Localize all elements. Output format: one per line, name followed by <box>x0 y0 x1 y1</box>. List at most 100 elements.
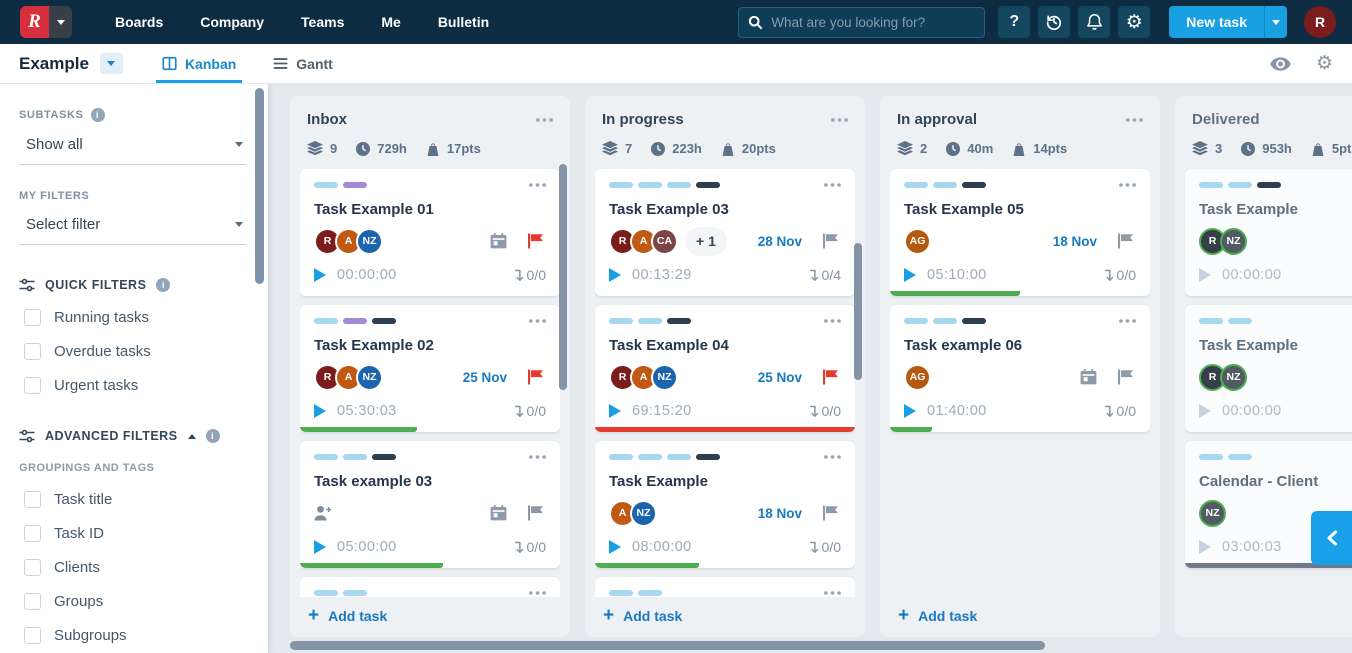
add-task-button[interactable]: + Add task <box>595 597 855 631</box>
priority-flag-icon[interactable] <box>822 369 839 385</box>
avatar[interactable]: NZ <box>356 363 383 391</box>
quick-filter-running-tasks[interactable]: Running tasks <box>19 309 246 326</box>
search-box[interactable] <box>738 6 986 38</box>
collapse-panel-button[interactable] <box>1311 511 1352 565</box>
column-menu-icon[interactable] <box>1126 117 1143 122</box>
advanced-filters-header[interactable]: ADVANCED FILTERS i <box>19 429 246 443</box>
column-scrollbar[interactable] <box>559 164 567 390</box>
menu-boards[interactable]: Boards <box>115 14 164 30</box>
tab-gantt[interactable]: Gantt <box>273 44 333 83</box>
grouping-task-title[interactable]: Task title <box>19 491 246 508</box>
horizontal-scrollbar[interactable] <box>290 641 1045 650</box>
task-card[interactable]: Subtask 01 <box>595 577 855 597</box>
new-task-button[interactable]: New task <box>1169 6 1264 38</box>
priority-flag-icon[interactable] <box>822 505 839 521</box>
help-button[interactable]: ? <box>998 6 1031 38</box>
task-card[interactable]: Task Example R NZ 00:00:00 <box>1185 305 1352 432</box>
user-avatar[interactable]: R <box>1304 6 1336 38</box>
play-timer-button[interactable] <box>1199 540 1211 554</box>
menu-company[interactable]: Company <box>200 14 265 30</box>
play-timer-button[interactable] <box>904 404 916 418</box>
calendar-icon[interactable] <box>490 505 507 521</box>
task-card[interactable]: Task example 06 AG 01:40:00 0/0 <box>890 305 1150 432</box>
play-timer-button[interactable] <box>314 404 326 418</box>
avatar[interactable]: AG <box>904 363 931 391</box>
column-scrollbar[interactable] <box>854 243 862 380</box>
checkbox[interactable] <box>24 491 41 508</box>
assign-person-icon[interactable] <box>314 505 333 521</box>
avatar[interactable]: R <box>609 363 636 391</box>
priority-flag-icon[interactable] <box>527 505 544 521</box>
priority-flag-icon[interactable] <box>1117 369 1134 385</box>
avatar[interactable]: NZ <box>1220 227 1247 255</box>
grouping-clients[interactable]: Clients <box>19 559 246 576</box>
card-menu-icon[interactable] <box>529 183 546 187</box>
avatar[interactable]: AG <box>904 227 931 255</box>
play-timer-button[interactable] <box>1199 268 1211 282</box>
card-menu-icon[interactable] <box>529 455 546 459</box>
calendar-icon[interactable] <box>1080 369 1097 385</box>
card-menu-icon[interactable] <box>1119 319 1136 323</box>
play-timer-button[interactable] <box>314 268 326 282</box>
play-timer-button[interactable] <box>1199 404 1211 418</box>
checkbox[interactable] <box>24 593 41 610</box>
task-card[interactable]: Task example 03 05:00:00 0/0 <box>300 441 560 568</box>
quick-filter-overdue-tasks[interactable]: Overdue tasks <box>19 343 246 360</box>
task-card[interactable]: Request - Adjust <box>300 577 560 597</box>
task-card[interactable]: Task Example 05 AG 18 Nov 05:10:00 0/0 <box>890 169 1150 296</box>
task-card[interactable]: Task Example 04 R A NZ 25 Nov 69:15:20 0/0 <box>595 305 855 432</box>
add-task-button[interactable]: + Add task <box>890 597 1150 631</box>
new-task-dropdown-button[interactable] <box>1264 6 1287 38</box>
play-timer-button[interactable] <box>314 540 326 554</box>
priority-flag-icon[interactable] <box>527 233 544 249</box>
column-menu-icon[interactable] <box>536 117 553 122</box>
card-menu-icon[interactable] <box>824 455 841 459</box>
play-timer-button[interactable] <box>609 268 621 282</box>
priority-flag-icon[interactable] <box>822 233 839 249</box>
checkbox[interactable] <box>24 377 41 394</box>
priority-flag-icon[interactable] <box>1117 233 1134 249</box>
card-menu-icon[interactable] <box>1119 183 1136 187</box>
app-logo[interactable]: R <box>20 6 72 38</box>
logo-dropdown-button[interactable] <box>49 6 72 38</box>
task-card[interactable]: Task Example 03 R A CA + 1 28 Nov 00:13:29 0/4 <box>595 169 855 296</box>
avatar[interactable]: NZ <box>651 363 678 391</box>
board-select-dropdown[interactable] <box>99 53 123 74</box>
menu-bulletin[interactable]: Bulletin <box>437 14 490 30</box>
quick-filters-header[interactable]: QUICK FILTERS i <box>19 278 246 292</box>
avatar[interactable]: NZ <box>630 499 657 527</box>
grouping-task-id[interactable]: Task ID <box>19 525 246 542</box>
play-timer-button[interactable] <box>904 268 916 282</box>
menu-me[interactable]: Me <box>381 14 401 30</box>
search-input[interactable] <box>771 14 976 30</box>
menu-teams[interactable]: Teams <box>301 14 345 30</box>
priority-flag-icon[interactable] <box>527 369 544 385</box>
sidebar-scrollbar[interactable] <box>255 88 264 284</box>
checkbox[interactable] <box>24 627 41 644</box>
checkbox[interactable] <box>24 343 41 360</box>
task-card[interactable]: Task Example R NZ 00:00:00 <box>1185 169 1352 296</box>
card-menu-icon[interactable] <box>824 591 841 595</box>
avatar[interactable]: NZ <box>1220 363 1247 391</box>
info-icon[interactable]: i <box>90 108 105 122</box>
task-card[interactable]: Task Example A NZ 18 Nov 08:00:00 0/0 <box>595 441 855 568</box>
play-timer-button[interactable] <box>609 540 621 554</box>
extra-assignees-chip[interactable]: + 1 <box>685 226 727 256</box>
my-filters-select[interactable]: Select filter <box>19 205 246 245</box>
settings-button[interactable]: ⚙ <box>1118 6 1151 38</box>
calendar-icon[interactable] <box>490 233 507 249</box>
card-menu-icon[interactable] <box>529 319 546 323</box>
info-icon[interactable]: i <box>156 278 171 292</box>
checkbox[interactable] <box>24 559 41 576</box>
avatar[interactable]: NZ <box>1199 499 1226 527</box>
checkbox[interactable] <box>24 309 41 326</box>
card-menu-icon[interactable] <box>824 183 841 187</box>
task-card[interactable]: Task Example 01 R A NZ 00:00:00 0/0 <box>300 169 560 296</box>
subtasks-select[interactable]: Show all <box>19 125 246 165</box>
grouping-subgroups[interactable]: Subgroups <box>19 627 246 644</box>
avatar[interactable]: NZ <box>356 227 383 255</box>
history-button[interactable] <box>1038 6 1071 38</box>
notifications-button[interactable] <box>1078 6 1111 38</box>
tab-kanban[interactable]: Kanban <box>155 44 243 83</box>
add-task-button[interactable]: + Add task <box>300 597 560 631</box>
